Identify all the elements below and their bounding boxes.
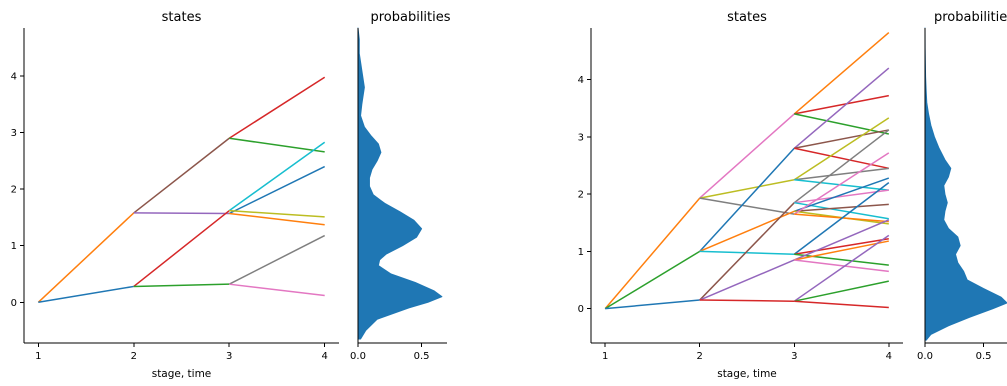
state-segment-2-24 [794, 177, 890, 212]
chart-title-1: probabilities [370, 10, 450, 25]
y-tick-label-2-0: 0 [578, 304, 584, 315]
state-segment-0-13 [229, 283, 325, 297]
state-segment-2-18 [793, 117, 890, 181]
state-segment-0-11 [229, 212, 325, 226]
state-segment-2-3 [699, 113, 795, 199]
chart-title-2: states [727, 10, 767, 25]
state-segment-2-36 [794, 280, 889, 302]
x-tick-label-0-3: 4 [321, 351, 327, 362]
state-segment-2-30 [794, 238, 889, 255]
state-segment-2-1 [604, 250, 701, 310]
x-tick-label-0-2: 3 [226, 351, 232, 362]
state-segment-2-10 [699, 259, 795, 301]
x-tick-label-0-1: 2 [131, 351, 137, 362]
y-tick-label-0-2: 2 [11, 185, 17, 196]
state-segment-0-2 [133, 137, 230, 214]
state-segment-2-31 [794, 253, 889, 266]
state-segment-2-33 [794, 240, 889, 261]
state-segment-0-5 [133, 283, 230, 288]
state-segment-0-10 [229, 209, 325, 218]
state-segment-0-12 [228, 234, 326, 285]
state-segment-0-1 [38, 285, 134, 304]
state-segment-2-27 [793, 152, 890, 215]
density-area-3 [924, 27, 1007, 341]
x-tick-label-3-1: 0.5 [976, 351, 992, 362]
x-tick-label-0-0: 1 [35, 351, 41, 362]
x-tick-label-2-3: 4 [886, 351, 892, 362]
state-segment-2-21 [793, 129, 890, 204]
state-segment-2-8 [699, 250, 795, 255]
y-tick-label-0-4: 4 [11, 72, 17, 83]
state-segment-0-0 [37, 212, 135, 303]
x-axis-label-0: stage, time [152, 368, 212, 380]
x-tick-label-3-0: 0.0 [917, 351, 933, 362]
state-segment-0-7 [229, 137, 325, 153]
state-segment-2-32 [793, 219, 890, 261]
state-segment-2-13 [794, 94, 889, 115]
chart-title-0: states [162, 10, 202, 25]
state-segment-2-34 [794, 259, 889, 273]
chart-title-3: probabilities [934, 10, 1007, 25]
x-tick-label-1-1: 0.5 [414, 351, 430, 362]
state-segment-2-4 [699, 179, 795, 199]
state-segment-2-5 [699, 197, 795, 215]
state-segment-2-35 [793, 234, 890, 302]
density-area-1 [357, 27, 443, 340]
y-tick-label-2-1: 1 [578, 247, 584, 258]
state-segment-2-16 [794, 129, 889, 150]
state-segment-0-3 [133, 212, 230, 215]
x-tick-label-2-2: 3 [791, 351, 797, 362]
y-tick-label-2-2: 2 [578, 190, 584, 201]
state-segment-0-9 [228, 165, 326, 215]
state-segment-2-29 [793, 182, 890, 255]
x-axis-label-2: stage, time [717, 368, 777, 380]
x-tick-label-1-0: 0.0 [350, 351, 366, 362]
y-tick-label-0-1: 1 [11, 241, 17, 252]
y-tick-label-0-0: 0 [11, 298, 17, 309]
y-tick-label-2-4: 4 [578, 75, 584, 86]
x-tick-label-2-0: 1 [602, 351, 608, 362]
state-segment-2-12 [793, 32, 890, 115]
y-tick-label-2-3: 3 [578, 132, 584, 143]
state-segment-2-0 [604, 197, 701, 310]
state-segment-2-37 [794, 300, 889, 309]
state-segment-2-11 [699, 299, 795, 302]
y-tick-label-0-3: 3 [11, 128, 17, 139]
x-tick-label-2-1: 2 [697, 351, 703, 362]
state-segment-2-14 [794, 113, 889, 135]
state-segment-2-9 [699, 202, 795, 301]
state-segment-2-15 [793, 67, 890, 149]
state-segment-0-4 [133, 210, 230, 288]
state-segment-2-25 [794, 203, 889, 213]
state-segment-2-6 [699, 147, 795, 252]
state-segment-0-8 [228, 141, 326, 212]
state-segment-2-22 [794, 189, 889, 204]
state-segment-2-2 [605, 299, 700, 310]
state-segment-2-17 [794, 147, 889, 170]
state-segment-0-6 [228, 76, 326, 139]
state-segment-2-20 [794, 179, 889, 191]
state-segment-2-19 [794, 167, 889, 181]
